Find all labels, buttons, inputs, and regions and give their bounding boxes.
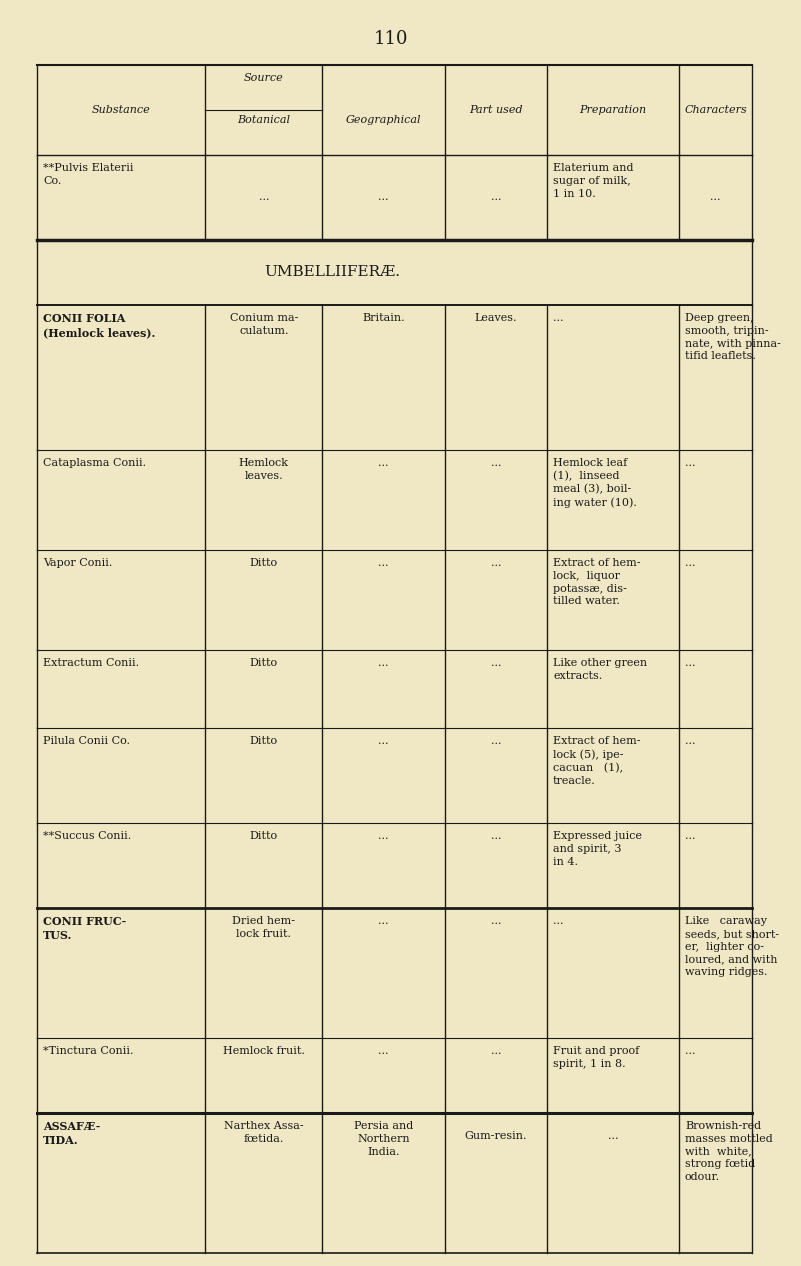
Text: ...: ... (378, 458, 388, 468)
Text: Cataplasma Conii.: Cataplasma Conii. (43, 458, 146, 468)
Text: Pilula Conii Co.: Pilula Conii Co. (43, 736, 130, 746)
Text: Gum-resin.: Gum-resin. (465, 1131, 527, 1141)
Text: Hemlock fruit.: Hemlock fruit. (223, 1046, 304, 1056)
Text: Britain.: Britain. (362, 313, 405, 323)
Text: Conium ma-
culatum.: Conium ma- culatum. (230, 313, 298, 335)
Text: ...: ... (490, 830, 501, 841)
Text: **Succus Conii.: **Succus Conii. (43, 830, 131, 841)
Text: CONII FRUC-
TUS.: CONII FRUC- TUS. (43, 917, 127, 941)
Text: Elaterium and
sugar of milk,
1 in 10.: Elaterium and sugar of milk, 1 in 10. (553, 163, 634, 199)
Text: Dried hem-
lock fruit.: Dried hem- lock fruit. (232, 917, 296, 939)
Text: *Tinctura Conii.: *Tinctura Conii. (43, 1046, 134, 1056)
Text: ...: ... (490, 558, 501, 568)
Text: Characters: Characters (684, 105, 747, 115)
Text: ...: ... (490, 192, 501, 203)
Text: Part used: Part used (469, 105, 523, 115)
Text: Ditto: Ditto (250, 830, 278, 841)
Text: Leaves.: Leaves. (475, 313, 517, 323)
Text: **Pulvis Elaterii
Co.: **Pulvis Elaterii Co. (43, 163, 134, 186)
Text: Ditto: Ditto (250, 658, 278, 668)
Text: Expressed juice
and spirit, 3
in 4.: Expressed juice and spirit, 3 in 4. (553, 830, 642, 867)
Text: ...: ... (378, 917, 388, 925)
Text: Like other green
extracts.: Like other green extracts. (553, 658, 647, 681)
Text: Extract of hem-
lock,  liquor
potassæ, dis-
tilled water.: Extract of hem- lock, liquor potassæ, di… (553, 558, 641, 606)
Text: Narthex Assa-
fœtida.: Narthex Assa- fœtida. (224, 1120, 304, 1143)
Text: Botanical: Botanical (237, 115, 290, 125)
Text: ...: ... (490, 658, 501, 668)
Text: ...: ... (608, 1131, 618, 1141)
Text: ...: ... (378, 658, 388, 668)
Text: Substance: Substance (92, 105, 151, 115)
Text: Preparation: Preparation (580, 105, 646, 115)
Text: Hemlock
leaves.: Hemlock leaves. (239, 458, 289, 481)
Text: Extract of hem-
lock (5), ipe-
cacuan   (1),
treacle.: Extract of hem- lock (5), ipe- cacuan (1… (553, 736, 641, 786)
Text: ...: ... (259, 192, 269, 203)
Text: ...: ... (553, 917, 564, 925)
Text: Extractum Conii.: Extractum Conii. (43, 658, 139, 668)
Text: UMBELLIIFERÆ.: UMBELLIIFERÆ. (264, 266, 400, 280)
Text: Persia and
Northern
India.: Persia and Northern India. (354, 1120, 413, 1157)
Text: ...: ... (685, 458, 695, 468)
Text: Like   caraway
seeds, but short-
er,  lighter co-
loured, and with
waving ridges: Like caraway seeds, but short- er, light… (685, 917, 779, 977)
Text: Deep green,
smooth, tripin-
nate, with pinna-
tifid leaflets.: Deep green, smooth, tripin- nate, with p… (685, 313, 781, 361)
Text: ...: ... (685, 830, 695, 841)
Text: ...: ... (685, 1046, 695, 1056)
Text: Hemlock leaf
(1),  linseed
meal (3), boil-
ing water (10).: Hemlock leaf (1), linseed meal (3), boil… (553, 458, 637, 508)
Text: Fruit and proof
spirit, 1 in 8.: Fruit and proof spirit, 1 in 8. (553, 1046, 639, 1069)
Text: 110: 110 (373, 30, 408, 48)
Text: ...: ... (378, 1046, 388, 1056)
Text: ASSAFÆ-
TIDA.: ASSAFÆ- TIDA. (43, 1120, 100, 1146)
Text: Geographical: Geographical (346, 115, 421, 125)
Text: ...: ... (490, 736, 501, 746)
Text: ...: ... (490, 1046, 501, 1056)
Text: ...: ... (378, 192, 388, 203)
Text: ...: ... (378, 830, 388, 841)
Text: Vapor Conii.: Vapor Conii. (43, 558, 112, 568)
Text: ...: ... (685, 658, 695, 668)
Text: CONII FOLIA
(Hemlock leaves).: CONII FOLIA (Hemlock leaves). (43, 313, 155, 338)
Text: Ditto: Ditto (250, 558, 278, 568)
Text: Brownish-red
masses mottled
with  white,
strong fœtid
odour.: Brownish-red masses mottled with white, … (685, 1120, 773, 1182)
Text: Source: Source (244, 73, 284, 84)
Text: ...: ... (378, 736, 388, 746)
Text: ...: ... (685, 736, 695, 746)
Text: Ditto: Ditto (250, 736, 278, 746)
Text: ...: ... (490, 458, 501, 468)
Text: ...: ... (685, 558, 695, 568)
Text: ...: ... (553, 313, 564, 323)
Text: ...: ... (490, 917, 501, 925)
Text: ...: ... (710, 192, 721, 203)
Text: ...: ... (378, 558, 388, 568)
